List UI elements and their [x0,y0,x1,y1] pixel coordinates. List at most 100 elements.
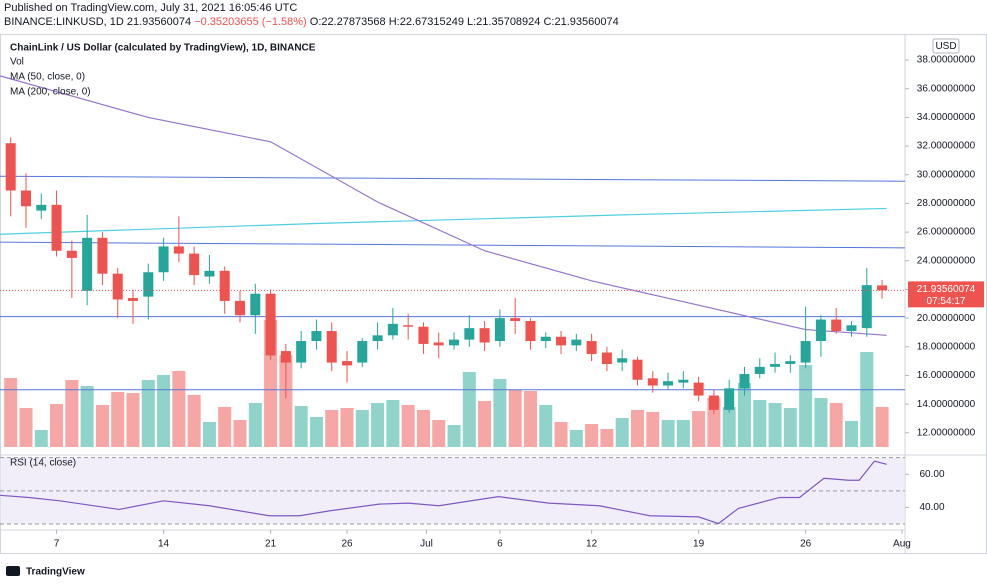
volume-bar [707,398,721,447]
close: C:21.93560074 [543,16,618,28]
volume-bar [126,393,140,447]
volume-bar [294,406,308,447]
ma50-line [0,75,887,336]
volume-bar [585,424,599,447]
candle-body [586,341,597,354]
change: −0.35203655 (−1.58%) [194,16,307,28]
volume-bar [218,407,232,447]
legend-ma200: MA (200, close, 0) [10,87,91,98]
candle-body [494,318,505,342]
high: H:22.67315249 [389,16,464,28]
volume-bar [569,430,583,447]
candle-body [311,331,322,342]
candle-body [204,270,215,277]
candle-body [525,320,536,342]
candle-body [280,351,291,363]
y-tick-label: 20.00000000 [917,313,976,324]
volume-bar [615,418,629,447]
candle-body [173,246,184,254]
candle-body [357,341,368,363]
volume-bar [860,352,874,447]
volume-bar [401,405,415,447]
volume-bar [799,365,813,447]
volume-bar [661,420,675,447]
y-tick-label: 34.00000000 [917,112,976,123]
volume-bar [157,375,171,447]
currency: USD [935,41,956,52]
volume-bar [692,411,706,447]
candle-body [250,293,261,316]
candle-body [66,250,77,258]
rsi-tick-label: 40.00 [919,502,944,513]
x-tick-label: 7 [54,539,60,550]
x-tick-label: Aug [893,539,911,550]
volume-bar [783,408,797,447]
volume-bar [141,380,155,447]
currency-box [932,38,960,54]
last-price-tag [908,281,984,308]
volume-bar [386,400,400,447]
candle-body [387,323,398,336]
brand: TradingView [26,567,85,578]
volume-bar [676,420,690,447]
candle-body [754,366,765,375]
x-tick-label: Jul [420,539,433,550]
volume-bar [432,420,446,447]
volume-bar [371,403,385,447]
candle-body [449,339,460,346]
y-tick-label: 28.00000000 [917,198,976,209]
volume-bar [523,391,537,447]
volume-bar [34,430,48,447]
ma200-line [0,207,887,235]
volume-bar [187,395,201,447]
logo: TradingView [6,566,85,578]
candle-body [20,190,31,207]
volume-bar [309,417,323,447]
candle-body [403,325,414,327]
candle-body [326,331,337,363]
candle-body [479,328,490,343]
candle-body [617,358,628,363]
x-tick-label: 12 [586,539,598,550]
candle-body [556,336,567,346]
volume-bar [753,400,767,447]
y-tick-label: 32.00000000 [917,141,976,152]
volume-bar [478,401,492,447]
volume-bar [737,383,751,447]
trend-line [0,175,906,182]
volume-bar [462,372,476,447]
symbol: BINANCE:LINKUSD, 1D [4,16,124,28]
candle-body [724,388,735,410]
candle-body [785,361,796,364]
volume-bar [111,392,125,447]
y-tick-label: 12.00000000 [917,427,976,438]
published: Published on TradingView.com, July 31, 2… [4,2,297,14]
candle-body [158,246,169,273]
rsi-tick-label: 60.00 [919,469,944,480]
candle-body [143,272,154,297]
volume-bar [80,386,94,447]
volume-bar [630,410,644,447]
candle-body [296,341,307,363]
volume-bar [4,378,18,447]
volume-bar [172,371,186,447]
volume-bar [248,403,262,447]
last-price-label: 21.93560074 [917,284,976,295]
candle-body [342,361,353,366]
volume-bar [844,421,858,447]
volume-bar [508,390,522,447]
rsi-line [0,460,887,525]
x-tick-label: 21 [265,539,277,550]
candle-body [831,319,842,332]
volume-bar [554,422,568,447]
candle-body [647,378,658,386]
candle-body [815,319,826,342]
candle-body [36,204,47,211]
volume-bar [829,403,843,447]
x-tick-label: 14 [158,539,170,550]
volume-bar [95,405,109,447]
candle-body [770,363,781,367]
candle-body [510,318,521,321]
